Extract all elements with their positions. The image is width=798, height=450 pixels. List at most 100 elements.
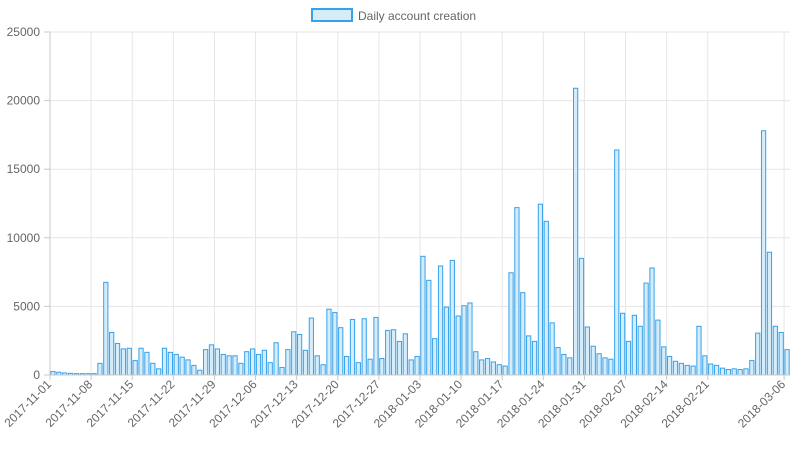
bar[interactable] bbox=[285, 349, 291, 376]
bar[interactable] bbox=[455, 315, 461, 376]
bar[interactable] bbox=[308, 317, 314, 376]
bar[interactable] bbox=[343, 355, 350, 376]
bar[interactable] bbox=[214, 348, 221, 376]
bar[interactable] bbox=[120, 348, 127, 376]
bar[interactable] bbox=[437, 265, 444, 376]
bar[interactable] bbox=[543, 220, 549, 376]
bar[interactable] bbox=[584, 326, 591, 376]
bar[interactable] bbox=[114, 342, 121, 376]
bar[interactable] bbox=[567, 357, 573, 376]
bar[interactable] bbox=[708, 363, 714, 376]
bar[interactable] bbox=[537, 203, 544, 376]
bar[interactable] bbox=[596, 353, 602, 376]
bar[interactable] bbox=[355, 362, 361, 376]
bar[interactable] bbox=[678, 362, 684, 376]
bar[interactable] bbox=[109, 331, 115, 376]
bar[interactable] bbox=[302, 349, 309, 376]
bar[interactable] bbox=[643, 282, 649, 376]
bar[interactable] bbox=[226, 355, 232, 376]
bar[interactable] bbox=[144, 351, 150, 376]
bar[interactable] bbox=[185, 359, 191, 376]
bar[interactable] bbox=[496, 364, 502, 376]
bar[interactable] bbox=[361, 318, 367, 376]
bar[interactable] bbox=[432, 338, 438, 376]
bar[interactable] bbox=[467, 302, 473, 376]
bar[interactable] bbox=[449, 259, 455, 376]
bar[interactable] bbox=[461, 305, 467, 376]
bar[interactable] bbox=[620, 312, 626, 376]
bar[interactable] bbox=[244, 351, 250, 376]
bar[interactable] bbox=[332, 312, 338, 376]
bar[interactable] bbox=[220, 353, 226, 376]
bar[interactable] bbox=[631, 314, 637, 376]
bar[interactable] bbox=[531, 340, 538, 376]
bar[interactable] bbox=[508, 272, 514, 376]
bar[interactable] bbox=[719, 367, 726, 376]
bar[interactable] bbox=[367, 358, 373, 376]
bar[interactable] bbox=[549, 322, 555, 376]
bar[interactable] bbox=[138, 347, 144, 376]
bar[interactable] bbox=[167, 351, 174, 376]
bar[interactable] bbox=[103, 281, 109, 376]
bar[interactable] bbox=[208, 344, 215, 376]
bar[interactable] bbox=[514, 207, 520, 376]
bar[interactable] bbox=[713, 364, 720, 376]
bar[interactable] bbox=[173, 353, 179, 376]
bar[interactable] bbox=[255, 353, 262, 376]
bar[interactable] bbox=[784, 349, 790, 376]
bar[interactable] bbox=[373, 316, 379, 376]
bar[interactable] bbox=[755, 332, 761, 376]
bar[interactable] bbox=[590, 345, 596, 376]
bar[interactable] bbox=[132, 360, 138, 376]
bar[interactable] bbox=[479, 359, 485, 376]
bar[interactable] bbox=[97, 362, 103, 376]
bar[interactable] bbox=[490, 361, 497, 376]
bar[interactable] bbox=[602, 357, 608, 376]
bar[interactable] bbox=[126, 347, 132, 376]
bar[interactable] bbox=[273, 342, 279, 376]
bar[interactable] bbox=[50, 371, 56, 376]
bar[interactable] bbox=[291, 331, 297, 376]
bar[interactable] bbox=[608, 358, 614, 376]
bar[interactable] bbox=[731, 368, 737, 376]
bar[interactable] bbox=[426, 279, 432, 376]
bar[interactable] bbox=[296, 334, 303, 376]
bar[interactable] bbox=[408, 359, 414, 376]
bar[interactable] bbox=[238, 362, 244, 376]
bar[interactable] bbox=[672, 360, 679, 376]
bar[interactable] bbox=[760, 130, 767, 376]
bar[interactable] bbox=[250, 348, 256, 376]
bar[interactable] bbox=[484, 358, 491, 376]
bar[interactable] bbox=[578, 257, 585, 376]
bar[interactable] bbox=[338, 327, 344, 376]
bar[interactable] bbox=[156, 368, 162, 376]
bar[interactable] bbox=[743, 368, 749, 376]
bar[interactable] bbox=[561, 353, 567, 376]
legend[interactable]: Daily account creation bbox=[311, 8, 476, 23]
bar[interactable] bbox=[379, 358, 385, 376]
bar[interactable] bbox=[666, 355, 673, 376]
bar[interactable] bbox=[772, 325, 778, 376]
bar[interactable] bbox=[267, 362, 273, 376]
bar[interactable] bbox=[649, 267, 655, 376]
bar[interactable] bbox=[614, 149, 620, 376]
bar[interactable] bbox=[766, 251, 773, 376]
bar[interactable] bbox=[661, 346, 667, 376]
bar[interactable] bbox=[390, 329, 397, 376]
bar[interactable] bbox=[420, 255, 426, 376]
bar[interactable] bbox=[702, 355, 708, 376]
bar[interactable] bbox=[725, 369, 731, 376]
bar[interactable] bbox=[203, 349, 209, 376]
bar[interactable] bbox=[637, 325, 643, 376]
bar[interactable] bbox=[349, 318, 356, 376]
bar[interactable] bbox=[625, 340, 632, 376]
bar[interactable] bbox=[402, 333, 408, 376]
bar[interactable] bbox=[473, 351, 479, 376]
bar[interactable] bbox=[279, 366, 285, 376]
bar[interactable] bbox=[314, 355, 320, 376]
bar[interactable] bbox=[696, 325, 702, 376]
bar[interactable] bbox=[326, 308, 332, 376]
bar[interactable] bbox=[684, 364, 690, 376]
bar[interactable] bbox=[443, 306, 450, 376]
bar[interactable] bbox=[655, 319, 661, 376]
